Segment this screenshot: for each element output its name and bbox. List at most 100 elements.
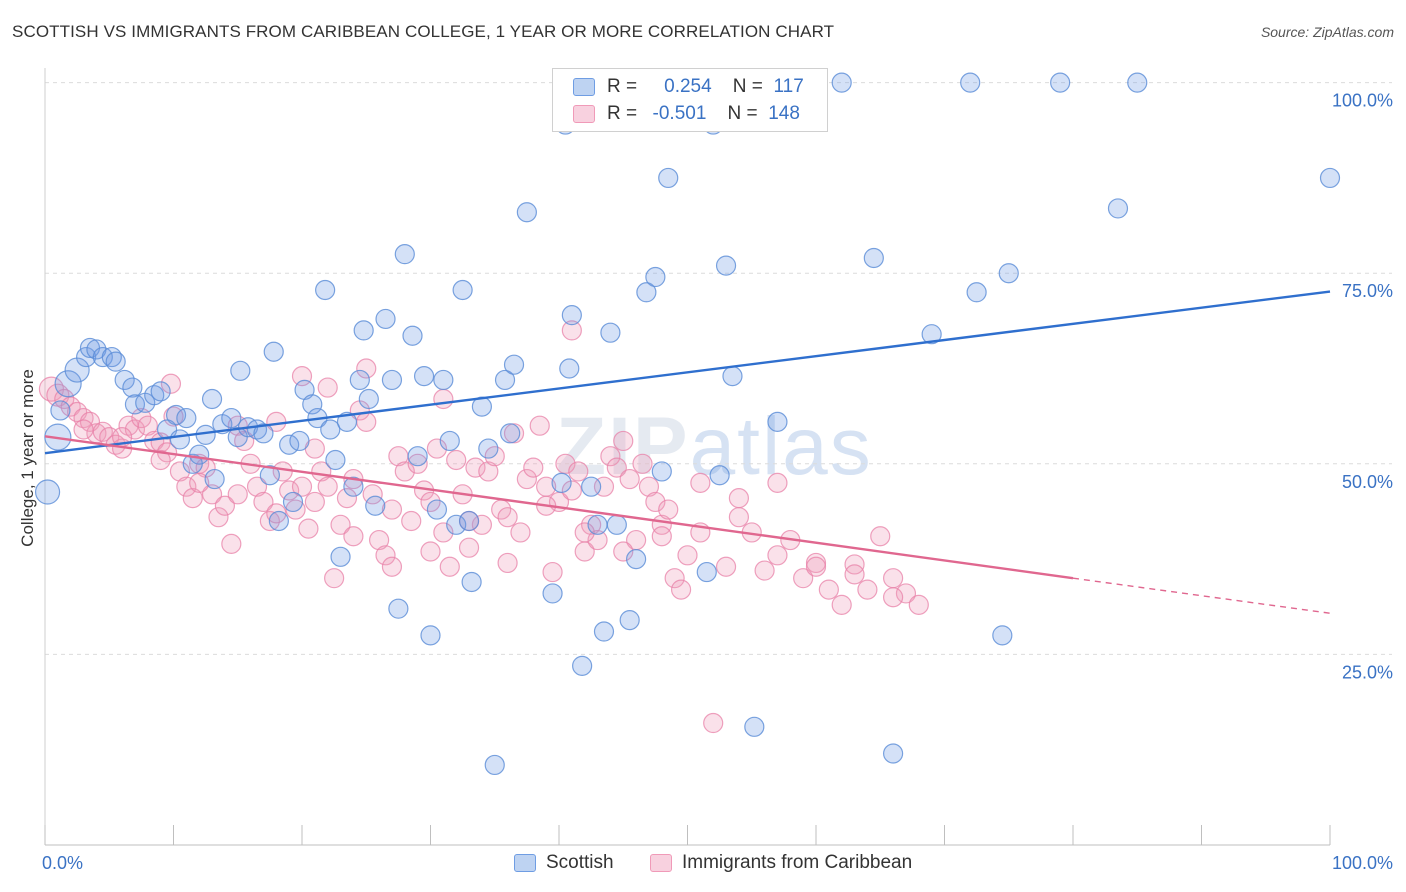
caribbean-point bbox=[458, 537, 480, 558]
caribbean-point bbox=[882, 587, 904, 608]
caribbean-point bbox=[715, 556, 737, 577]
caribbean-point bbox=[73, 407, 94, 429]
bottom-legend-caribbean: Immigrants from Caribbean bbox=[650, 852, 912, 874]
caribbean-point bbox=[124, 419, 146, 440]
caribbean-point bbox=[356, 411, 377, 432]
scottish-trend-line bbox=[44, 290, 1331, 455]
legend-row-caribbean: R = -0.501 N = 148 bbox=[573, 102, 800, 126]
caribbean-point bbox=[285, 499, 306, 520]
caribbean-point bbox=[426, 438, 448, 459]
scottish-point bbox=[124, 394, 146, 415]
caribbean-point bbox=[831, 594, 852, 615]
caribbean-point bbox=[651, 526, 672, 547]
scottish-point bbox=[696, 561, 717, 583]
scottish-point bbox=[204, 468, 225, 490]
legend-n-label: N = bbox=[732, 76, 763, 97]
chart-title: SCOTTISH VS IMMIGRANTS FROM CARIBBEAN CO… bbox=[12, 22, 835, 41]
caribbean-trend-extension bbox=[1072, 577, 1331, 614]
caribbean-point bbox=[214, 495, 235, 516]
scottish-point bbox=[407, 446, 428, 467]
caribbean-point bbox=[375, 545, 396, 566]
scottish-point bbox=[176, 407, 197, 429]
scottish-point bbox=[353, 320, 374, 341]
y-tick-label: 100.0% bbox=[1332, 91, 1393, 111]
caribbean-point bbox=[587, 529, 608, 551]
scottish-point bbox=[54, 370, 82, 398]
scottish-point bbox=[221, 407, 242, 429]
scottish-point bbox=[349, 369, 370, 391]
caribbean-point bbox=[767, 472, 788, 493]
caribbean-point bbox=[638, 476, 660, 497]
scottish-point bbox=[863, 247, 884, 269]
caribbean-point bbox=[870, 526, 891, 547]
scottish-point bbox=[34, 479, 61, 505]
trend-lines bbox=[44, 290, 1331, 614]
caribbean-point bbox=[201, 484, 223, 505]
y-tick-label: 75.0% bbox=[1342, 281, 1393, 301]
scottish-point bbox=[268, 510, 289, 532]
scottish-point bbox=[998, 263, 1019, 284]
scottish-swatch bbox=[573, 78, 595, 96]
caribbean-point bbox=[568, 461, 589, 482]
caribbean-points bbox=[38, 320, 929, 734]
scottish-point bbox=[960, 72, 981, 93]
caribbean-point bbox=[176, 476, 197, 497]
caribbean-point bbox=[516, 468, 537, 490]
caribbean-point bbox=[369, 529, 390, 551]
scottish-point bbox=[921, 324, 942, 345]
scottish-point bbox=[439, 430, 460, 452]
caribbean-point bbox=[754, 560, 775, 581]
caribbean-point bbox=[632, 453, 653, 474]
y-tick-label: 25.0% bbox=[1342, 662, 1393, 682]
scottish-point bbox=[561, 305, 582, 326]
caribbean-point bbox=[478, 461, 499, 482]
scottish-point bbox=[381, 369, 403, 391]
bottom-legend-scottish: Scottish bbox=[514, 852, 614, 874]
scottish-point bbox=[259, 465, 280, 486]
caribbean-point bbox=[189, 472, 210, 493]
scottish-point bbox=[375, 308, 396, 330]
scottish-point bbox=[831, 72, 852, 93]
scottish-point bbox=[402, 325, 423, 346]
caribbean-point bbox=[542, 561, 563, 583]
caribbean-point bbox=[182, 488, 203, 509]
caribbean-point bbox=[908, 594, 929, 615]
caribbean-point bbox=[60, 396, 81, 417]
scottish-point bbox=[452, 279, 473, 301]
scottish-point bbox=[1127, 72, 1148, 93]
caribbean-point bbox=[561, 480, 582, 501]
caribbean-point bbox=[150, 449, 171, 471]
caribbean-point bbox=[690, 472, 711, 493]
caribbean-point bbox=[246, 476, 268, 497]
caribbean-point bbox=[529, 415, 550, 436]
scottish-point bbox=[325, 449, 346, 471]
scottish-point bbox=[144, 385, 165, 406]
scottish-point bbox=[461, 571, 482, 593]
caribbean-swatch bbox=[650, 854, 672, 872]
caribbean-point bbox=[805, 556, 827, 577]
scottish-point bbox=[1319, 167, 1341, 189]
caribbean-point bbox=[510, 522, 531, 543]
caribbean-point bbox=[703, 712, 724, 734]
scottish-point bbox=[1050, 72, 1071, 93]
caribbean-point bbox=[298, 518, 319, 539]
scottish-point bbox=[343, 476, 364, 497]
caribbean-point bbox=[658, 499, 679, 520]
scottish-point bbox=[606, 514, 627, 535]
scottish-point bbox=[572, 655, 593, 676]
scottish-point bbox=[189, 444, 210, 465]
scottish-point bbox=[500, 423, 521, 444]
scottish-point bbox=[494, 369, 516, 391]
y-axis-label: College, 1 year or more bbox=[18, 369, 37, 547]
y-tick-label: 50.0% bbox=[1342, 472, 1393, 492]
scottish-point bbox=[651, 461, 672, 482]
bottom-legend-label: Immigrants from Caribbean bbox=[682, 852, 913, 873]
caribbean-point bbox=[304, 491, 325, 513]
caribbean-point bbox=[439, 556, 460, 577]
scottish-point bbox=[715, 255, 737, 276]
caribbean-point bbox=[574, 522, 595, 543]
scottish-point bbox=[478, 438, 499, 459]
scottish-point bbox=[1107, 198, 1129, 219]
caribbean-point bbox=[433, 388, 454, 410]
caribbean-point bbox=[613, 541, 634, 562]
